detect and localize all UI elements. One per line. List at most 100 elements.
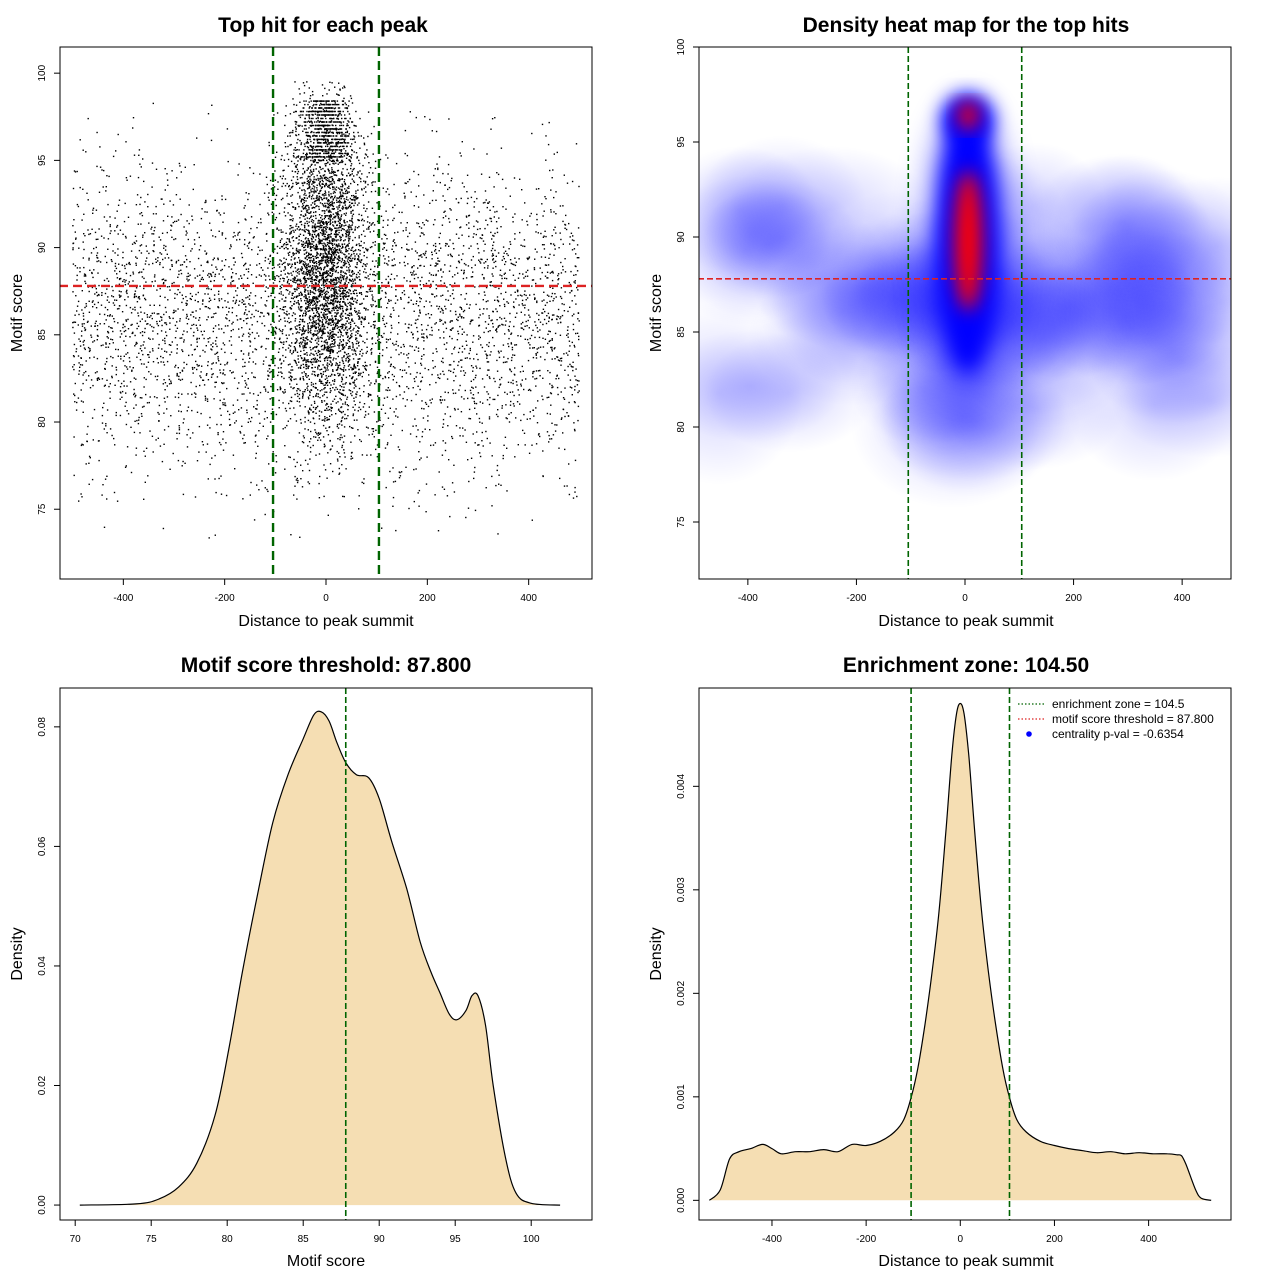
scatter-point (322, 364, 324, 366)
scatter-point (559, 357, 562, 360)
scatter-point (375, 429, 377, 431)
scatter-point (306, 266, 308, 269)
scatter-point (469, 323, 471, 325)
scatter-point (543, 210, 545, 212)
scatter-point (333, 380, 336, 383)
scatter-point (337, 331, 339, 334)
scatter-point (217, 257, 219, 259)
scatter-point (133, 393, 135, 396)
scatter-point (400, 298, 402, 300)
scatter-point (511, 346, 514, 349)
scatter-point (106, 309, 109, 311)
scatter-point (87, 117, 89, 120)
scatter-point (436, 263, 438, 265)
scatter-point (445, 308, 447, 310)
scatter-point (401, 429, 403, 432)
scatter-point (141, 318, 143, 320)
scatter-point (191, 409, 193, 412)
scatter-point (133, 241, 135, 244)
scatter-point (462, 245, 465, 247)
scatter-point (497, 409, 499, 411)
scatter-point (291, 292, 293, 295)
scatter-point (312, 411, 315, 413)
scatter-point (520, 244, 522, 246)
scatter-point (399, 475, 402, 477)
scatter-point (333, 279, 336, 281)
scatter-point (72, 248, 74, 251)
scatter-point (318, 482, 320, 485)
scatter-point (549, 392, 552, 394)
scatter-point (429, 429, 431, 431)
scatter-point (224, 198, 227, 201)
scatter-point (77, 355, 80, 357)
scatter-point (418, 489, 421, 492)
scatter-point (349, 355, 351, 357)
scatter-point (176, 293, 178, 296)
scatter-point (114, 270, 116, 272)
scatter-point (501, 178, 504, 181)
scatter-point (278, 292, 280, 295)
scatter-point (561, 303, 563, 305)
scatter-point (413, 170, 415, 173)
scatter-point (392, 264, 395, 267)
scatter-point (334, 341, 336, 343)
scatter-point (131, 369, 133, 371)
scatter-point (510, 283, 512, 286)
scatter-point (331, 176, 333, 178)
scatter-point (411, 345, 413, 348)
scatter-point (446, 342, 448, 344)
scatter-point (302, 318, 304, 321)
scatter-point (307, 286, 309, 289)
scatter-point (350, 165, 352, 167)
scatter-point (287, 289, 289, 292)
scatter-point (208, 300, 210, 303)
scatter-point (315, 352, 318, 355)
scatter-point (396, 275, 398, 277)
scatter-point (578, 185, 580, 188)
scatter-point (87, 425, 89, 428)
scatter-point (74, 382, 76, 385)
scatter-point (302, 327, 304, 329)
scatter-point (309, 408, 311, 410)
scatter-point (101, 169, 103, 171)
scatter-point (312, 231, 314, 233)
scatter-point (489, 209, 491, 211)
scatter-point (370, 191, 373, 193)
scatter-point (446, 378, 449, 380)
scatter-point (330, 216, 332, 218)
scatter-point (338, 128, 340, 131)
scatter-point (529, 316, 531, 318)
scatter-point (266, 183, 268, 186)
scatter-point (349, 95, 352, 97)
scatter-point (453, 407, 456, 410)
scatter-point (143, 405, 145, 408)
scatter-point (291, 369, 294, 371)
scatter-point (363, 255, 365, 257)
scatter-point (575, 379, 577, 381)
scatter-point (278, 328, 281, 330)
scatter-point (563, 485, 566, 487)
scatter-point (231, 311, 233, 314)
scatter-point (345, 326, 348, 328)
scatter-point (190, 314, 192, 316)
scatter-point (290, 227, 293, 229)
scatter-point (265, 356, 267, 358)
scatter-point (158, 236, 160, 238)
scatter-point (257, 445, 259, 447)
scatter-point (269, 371, 271, 374)
scatter-point (342, 340, 345, 342)
scatter-point (133, 392, 136, 395)
scatter-point (217, 358, 219, 360)
scatter-point (400, 297, 402, 299)
scatter-point (537, 434, 540, 436)
scatter-point (442, 217, 445, 219)
scatter-point (321, 215, 323, 217)
scatter-point (305, 271, 307, 274)
scatter-point (551, 314, 554, 316)
scatter-point (419, 372, 421, 375)
scatter-point (456, 339, 459, 341)
scatter-point (181, 369, 184, 371)
scatter-point (476, 431, 478, 433)
scatter-point (105, 342, 107, 344)
scatter-point (422, 232, 424, 234)
